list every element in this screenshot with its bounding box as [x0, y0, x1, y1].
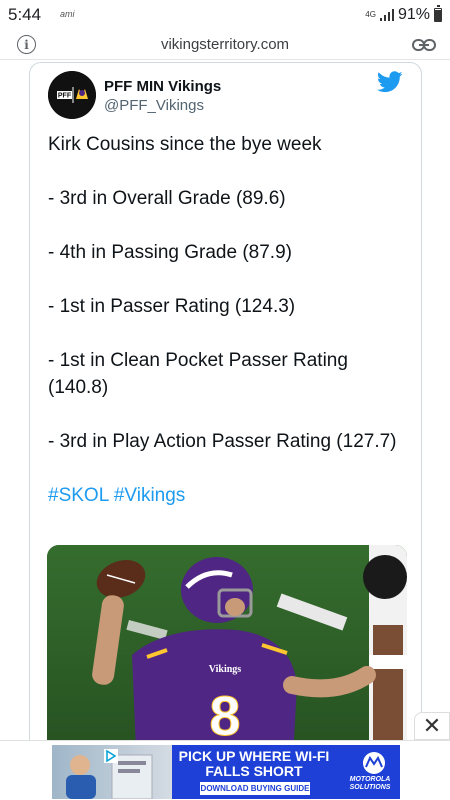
browser-url-bar[interactable]: i vikingsterritory.com [0, 30, 450, 60]
status-bar: 5:44 ami 4G 91% [0, 0, 450, 30]
quarterback-photo: Vikings 8 [47, 545, 407, 761]
battery-percent: 91% [397, 6, 430, 23]
tweet-line-intro: Kirk Cousins since the bye week [48, 134, 322, 155]
tweet-line-stat: - 1st in Clean Pocket Passer Rating (140… [48, 350, 348, 398]
author-handle[interactable]: @PFF_Vikings [104, 97, 204, 114]
carrier-label: ami [60, 9, 75, 19]
tweet-hashtags[interactable]: #SKOL #Vikings [48, 485, 186, 506]
link-icon[interactable] [412, 36, 436, 54]
ad-close-button[interactable]: ✕ [414, 712, 450, 740]
ad-brand: MOTOROLA SOLUTIONS [349, 776, 391, 791]
tweet-line-stat: - 4th in Passing Grade (87.9) [48, 242, 292, 263]
author-avatar[interactable]: PFF [48, 71, 96, 119]
author-name[interactable]: PFF MIN Vikings [104, 78, 222, 95]
twitter-bird-icon[interactable] [377, 71, 403, 93]
ad-banner[interactable]: PICK UP WHERE WI-FI FALLS SHORT DOWNLOAD… [52, 745, 400, 799]
tweet-line-stat: - 1st in Passer Rating (124.3) [48, 296, 296, 317]
ad-cta-button[interactable]: DOWNLOAD BUYING GUIDE [200, 782, 310, 795]
ad-headline[interactable]: PICK UP WHERE WI-FI FALLS SHORT [178, 748, 330, 779]
jersey-number: 8 [209, 684, 240, 747]
tweet-line-stat: - 3rd in Play Action Passer Rating (127.… [48, 431, 397, 452]
svg-text:PFF: PFF [58, 93, 72, 100]
status-time: 5:44 [8, 5, 42, 24]
battery-icon [434, 5, 442, 22]
network-type: 4G [365, 10, 376, 19]
ad-photo [52, 745, 172, 799]
ad-choices-icon[interactable] [104, 749, 118, 763]
tweet-photo[interactable]: Vikings 8 [47, 545, 407, 761]
tweet-line-stat: - 3rd in Overall Grade (89.6) [48, 188, 286, 209]
tweet-text: Kirk Cousins since the bye week - 3rd in… [48, 131, 408, 509]
motorola-logo-icon [363, 752, 385, 774]
signal-icon [379, 9, 394, 21]
embedded-tweet[interactable]: PFF PFF MIN Vikings @PFF_Vikings Kirk Co… [29, 62, 422, 762]
status-indicators: 4G 91% [365, 5, 442, 24]
battery-level [435, 10, 441, 21]
site-info-icon[interactable]: i [17, 35, 36, 54]
jersey-wordmark: Vikings [209, 664, 242, 675]
ad-container: PICK UP WHERE WI-FI FALLS SHORT DOWNLOAD… [0, 740, 450, 800]
url-text[interactable]: vikingsterritory.com [160, 36, 290, 53]
